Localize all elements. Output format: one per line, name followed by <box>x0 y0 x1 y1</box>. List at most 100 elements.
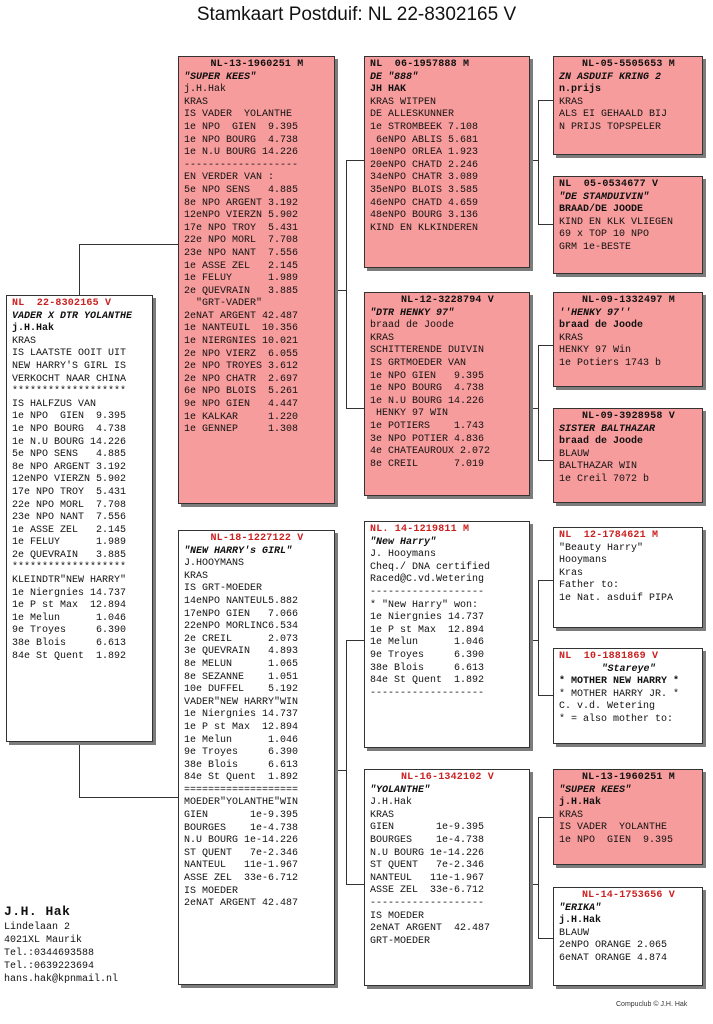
card-line: 2e NPO TROYES 3.612 <box>184 361 299 373</box>
card-line: 9e Troyes 6.390 <box>370 649 485 661</box>
card-line: IS HALFZUS VAN <box>12 398 97 410</box>
connector-line <box>538 695 553 696</box>
connector-line <box>530 884 539 885</box>
connector-line <box>346 640 364 641</box>
card-line: 1e POTIERS 1.743 <box>370 420 485 432</box>
owner-name: j.H.Hak <box>12 323 55 335</box>
card-line: 38e Blois 6.613 <box>184 759 299 771</box>
card-line: 10e DUFFEL 5.192 <box>184 684 299 696</box>
card-line: BALTHAZAR WIN <box>559 461 638 473</box>
connector-line <box>530 408 539 409</box>
card-line: KRAS <box>184 96 209 108</box>
card-line: BOURGES 1e-4.738 <box>184 822 299 834</box>
card-line: 8e CREIL 7.019 <box>370 458 485 470</box>
connector-line <box>538 100 553 101</box>
connector-line <box>346 160 347 409</box>
card-line: 3e NPO POTIER 4.836 <box>370 433 485 445</box>
card-line: 22e NPO MORL 7.708 <box>12 499 127 511</box>
card-line: BOURGES 1e-4.738 <box>370 834 485 846</box>
card-mother-mother: NL-16-1342102 V "YOLANTHE" J.H.Hak KRAS G… <box>364 769 530 986</box>
card-line: 1e Melun 1.046 <box>370 637 485 649</box>
card-lines: BLAUW BALTHAZAR WIN 1e Creil 7072 b <box>559 449 698 487</box>
card-line: KLEINDTR"NEW HARRY" <box>12 575 127 587</box>
card-line: 2eNAT ARGENT 42.487 <box>370 923 491 935</box>
pigeon-name: ''HENKY 97'' <box>559 307 632 319</box>
ring-number: NL-16-1342102 V <box>400 772 494 783</box>
card-father-mother: NL-12-3228794 V "DTR HENKY 97" braad de … <box>364 292 530 496</box>
owner-name: braad de Joode <box>370 320 455 332</box>
card-line: VERKOCHT NAAR CHINA <box>12 373 127 385</box>
card-line: * MOTHER NEW HARRY * <box>559 676 680 688</box>
card-line: * = also mother to: <box>559 713 674 725</box>
owner-name: n.prijs <box>559 84 602 96</box>
card-line: 9e NPO GIEN 4.447 <box>184 399 299 411</box>
card-line: HENKY 97 WIN <box>370 408 449 420</box>
card-line: IS GRTMOEDER VAN <box>370 357 467 369</box>
pigeon-name: "NEW HARRY's GIRL" <box>184 545 293 557</box>
card-line: 1e NPO GIEN 9.395 <box>559 834 674 846</box>
card-line: 6eNAT ORANGE 4.874 <box>559 952 668 964</box>
card-line: IS MOEDER <box>184 885 239 897</box>
card-line: 1e KALKAR 1.220 <box>184 411 299 423</box>
card-line: 84e St Quent 1.892 <box>12 650 127 662</box>
pigeon-name: "Stareye" <box>601 663 656 675</box>
card-line: 1e N.U BOURG 14.226 <box>184 147 299 159</box>
card-line: C. v.d. Wetering <box>559 701 656 713</box>
connector-line <box>346 640 347 885</box>
card-line: NEW HARRY'S GIRL IS <box>12 360 127 372</box>
pigeon-name: VADER X DTR YOLANTHE <box>12 310 133 322</box>
card-lines: KRAS SCHITTERENDE DUIVIN IS GRTMOEDER VAN 1… <box>370 333 525 472</box>
breeder-name: J.H. Hak <box>4 904 71 919</box>
ring-number: NL-13-1960251 M <box>581 772 675 783</box>
card-line: 1e NPO GIEN 9.395 <box>12 411 127 423</box>
card-line: ------------------- <box>370 897 485 909</box>
card-line: 1e Niergnies 14.737 <box>370 612 485 624</box>
card-line: 1e FELUY 1.989 <box>12 537 127 549</box>
card-line: 1e GENNEP 1.308 <box>184 424 299 436</box>
card-line: 1e NPO GIEN 9.395 <box>184 121 299 133</box>
card-line: Raced@C.vd.Wetering <box>370 574 485 586</box>
connector-line <box>346 160 364 161</box>
card-line: ******************* <box>12 562 127 574</box>
card-line: 38e Blois 6.613 <box>370 662 485 674</box>
card-line: 84e St Quent 1.892 <box>184 772 299 784</box>
card-line: 1e Melun 1.046 <box>12 612 127 624</box>
connector-line <box>79 244 80 296</box>
card-line: N.U BOURG 1e-14.226 <box>370 847 485 859</box>
card-line: 8e SEZANNE 1.051 <box>184 671 299 683</box>
card-line: GIEN 1e-9.395 <box>184 810 299 822</box>
card-line: 1e NPO GIEN 9.395 <box>370 370 485 382</box>
card-line: VADER"NEW HARRY"WIN <box>184 696 299 708</box>
connector-line <box>538 580 553 581</box>
card-line: MOEDER"YOLANTHE"WIN <box>184 797 299 809</box>
card-ggp-fmf: NL-09-1332497 M ''HENKY 97'' braad de Jo… <box>553 292 703 387</box>
card-line: 1e NIERGNIES 10.021 <box>184 336 299 348</box>
card-line: 34eNPO CHATR 3.089 <box>370 172 479 184</box>
card-line: KRAS <box>559 96 584 108</box>
card-line: DE ALLESKUNNER <box>370 109 455 121</box>
card-line: IS GRT-MOEDER <box>184 583 263 595</box>
card-line: Cheq./ DNA certified <box>370 561 491 573</box>
card-line: ASSE ZEL 33e-6.712 <box>184 873 299 885</box>
card-line: 6e NPO BLOIS 5.261 <box>184 386 299 398</box>
card-line: 1e N.U BOURG 14.226 <box>370 395 485 407</box>
card-line: KRAS <box>370 332 395 344</box>
card-lines: KRAS IS LAATSTE OOIT UIT NEW HARRY'S GIRL … <box>12 336 148 663</box>
connector-line <box>538 817 553 818</box>
card-lines: Kras Father to: 1e Nat. asduif PIPA <box>559 568 698 606</box>
owner-name: JH HAK <box>370 84 407 96</box>
card-lines: KRAS IS VADER YOLANTHE 1e NPO GIEN 9.395 <box>559 810 698 848</box>
connector-line <box>79 742 80 798</box>
owner-name: Hooymans <box>559 555 608 567</box>
card-line: ------------------- <box>370 586 485 598</box>
card-line: 2e CREIL 2.073 <box>184 633 299 645</box>
card-line: 1e Melun 1.046 <box>184 734 299 746</box>
connector-line <box>346 884 364 885</box>
card-mother-father: NL. 14-1219811 M "New Harry" J. Hooymans… <box>364 521 530 748</box>
card-line: 22eNPO MORLINC6.534 <box>184 621 299 633</box>
card-line: N.U BOURG 1e-14.226 <box>184 835 299 847</box>
pigeon-name: SISTER BALTHAZAR <box>559 423 656 435</box>
breeder-email[interactable]: hans.hak@kpnmail.nl <box>4 974 119 985</box>
card-line: * "New Harry" won: <box>370 599 479 611</box>
card-line: =================== <box>184 784 299 796</box>
